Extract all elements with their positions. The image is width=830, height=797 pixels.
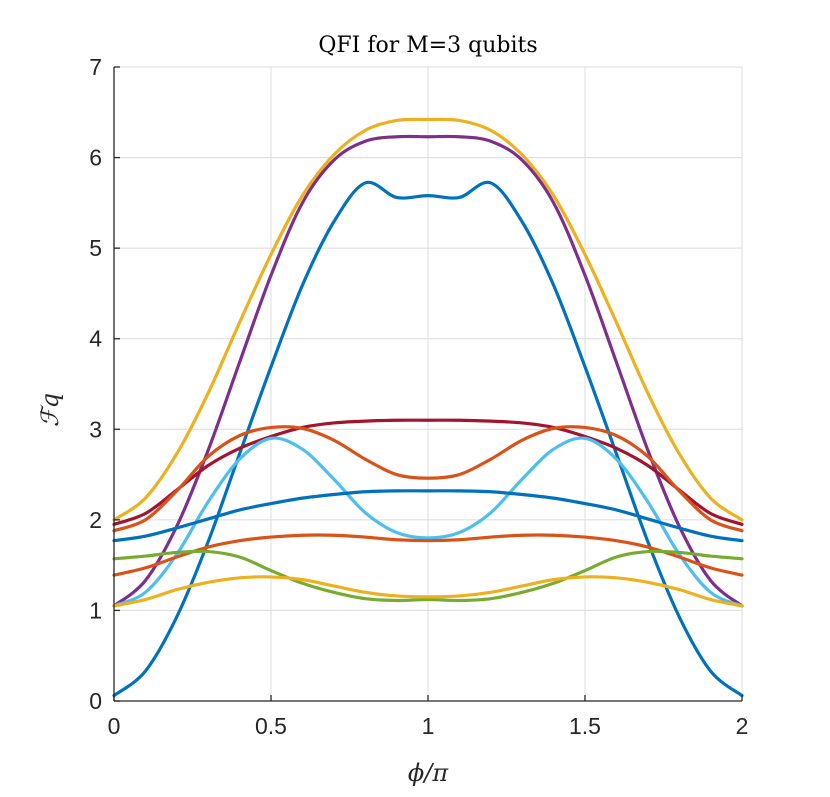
series-layer bbox=[112, 117, 744, 698]
series-line-5 bbox=[112, 425, 744, 533]
tick-label-layer: 0 0.5 1 1.5 2 0 1 2 3 4 5 6 7 bbox=[89, 54, 748, 739]
x-tick-label: 0 bbox=[108, 713, 121, 739]
series-line-3 bbox=[112, 134, 744, 608]
x-tick-label: 0.5 bbox=[255, 713, 287, 739]
y-tick-label: 7 bbox=[89, 54, 102, 80]
y-tick-label: 6 bbox=[89, 145, 102, 171]
series-line-9 bbox=[112, 549, 744, 603]
series-line-6 bbox=[112, 436, 744, 608]
axis-layer bbox=[113, 66, 743, 702]
y-axis-label: ℱq bbox=[36, 393, 64, 427]
series-line-10 bbox=[112, 575, 744, 608]
series-line-8 bbox=[112, 533, 744, 577]
series-line-2 bbox=[112, 117, 744, 522]
x-tick-label: 1 bbox=[422, 713, 435, 739]
series-line-7 bbox=[112, 489, 744, 543]
x-tick-label: 1.5 bbox=[569, 713, 601, 739]
y-tick-label: 1 bbox=[89, 597, 102, 623]
y-tick-label: 2 bbox=[89, 507, 102, 533]
grid-layer bbox=[113, 66, 743, 702]
y-tick-label: 3 bbox=[89, 416, 102, 442]
series-line-1 bbox=[112, 180, 744, 698]
x-axis-label: ϕ/π bbox=[408, 759, 449, 787]
y-tick-label: 0 bbox=[89, 688, 102, 714]
y-tick-label: 5 bbox=[89, 235, 102, 261]
x-tick-label: 2 bbox=[736, 713, 749, 739]
series-line-4 bbox=[112, 418, 744, 526]
chart-title: QFI for M=3 qubits bbox=[318, 33, 537, 58]
y-tick-label: 4 bbox=[89, 326, 102, 352]
